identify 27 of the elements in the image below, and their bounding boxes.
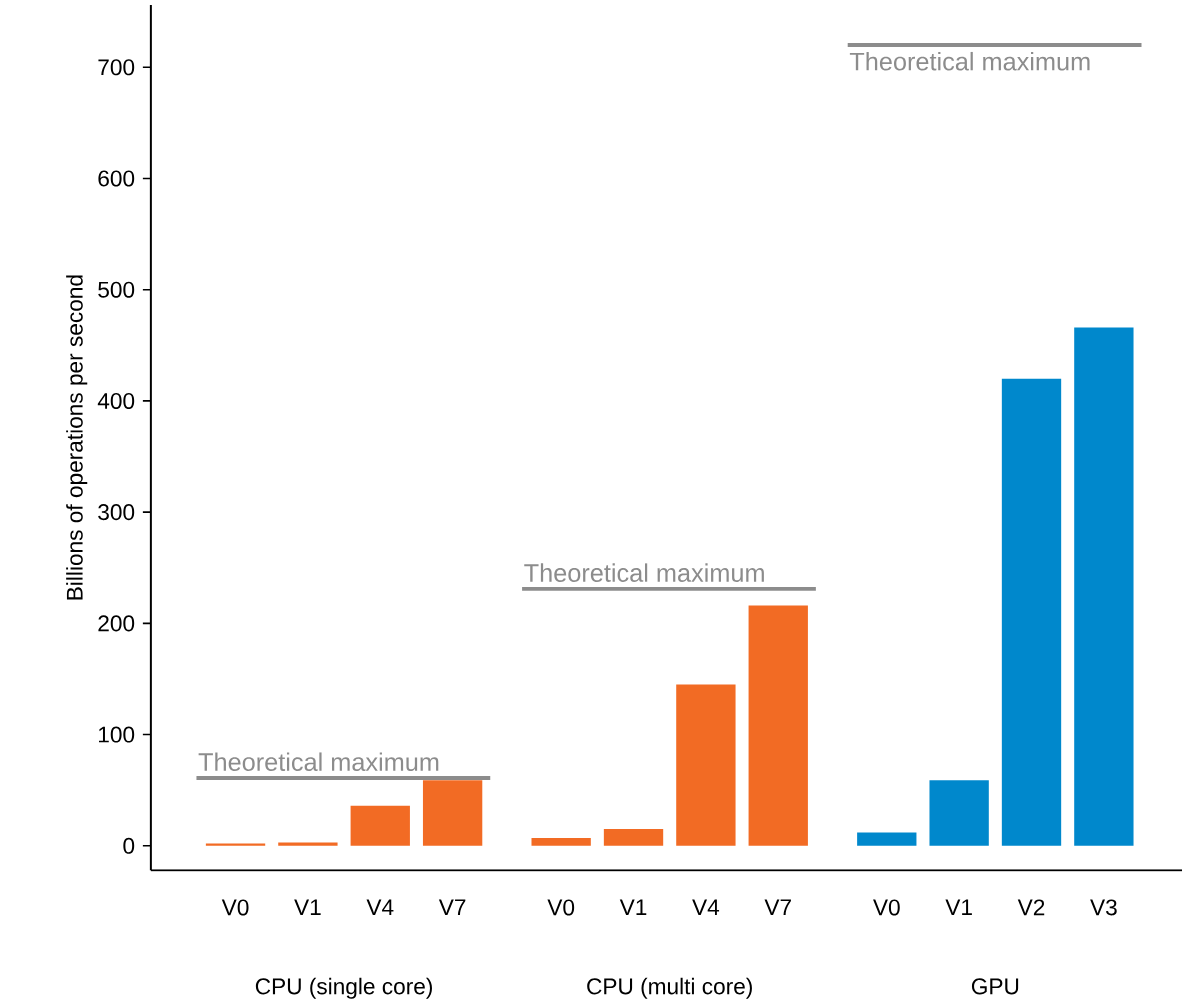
y-tick-label: 100 bbox=[99, 726, 135, 743]
x-tick-label: V1 bbox=[294, 899, 321, 915]
y-tick-label: 600 bbox=[98, 170, 135, 187]
y-tick-label: 700 bbox=[98, 59, 135, 76]
y-tick-label: 500 bbox=[98, 281, 135, 298]
y-tick-label: 400 bbox=[97, 392, 135, 409]
x-tick-label: V4 bbox=[692, 899, 720, 915]
x-tick-label: V3 bbox=[1090, 899, 1117, 916]
x-tick-label: V0 bbox=[547, 899, 575, 916]
x-tick-label: V0 bbox=[873, 899, 900, 916]
x-tick-label: V1 bbox=[945, 899, 972, 915]
x-tick-label: V7 bbox=[764, 899, 791, 915]
x-tick-label: V4 bbox=[366, 899, 394, 915]
ref-line-label: Theoretical maximum bbox=[849, 51, 1090, 71]
text: GPU bbox=[971, 978, 1019, 995]
x-tick-label: V1 bbox=[619, 899, 647, 915]
ref-line-label: Theoretical maximum bbox=[198, 752, 439, 771]
y-tick-label: 300 bbox=[98, 503, 135, 520]
y-tick-label: 200 bbox=[98, 615, 135, 632]
x-tick-label: V0 bbox=[221, 899, 249, 916]
y-axis-title: Billions of operations per second bbox=[66, 275, 88, 600]
x-tick-label: V7 bbox=[438, 899, 466, 915]
x-tick-label: V2 bbox=[1017, 899, 1045, 915]
ref-line-label: Theoretical maximum bbox=[524, 563, 764, 582]
text: CPU (single core) bbox=[255, 977, 432, 999]
text: CPU (multi core) bbox=[587, 977, 752, 999]
y-tick-label: 0 bbox=[123, 837, 135, 854]
